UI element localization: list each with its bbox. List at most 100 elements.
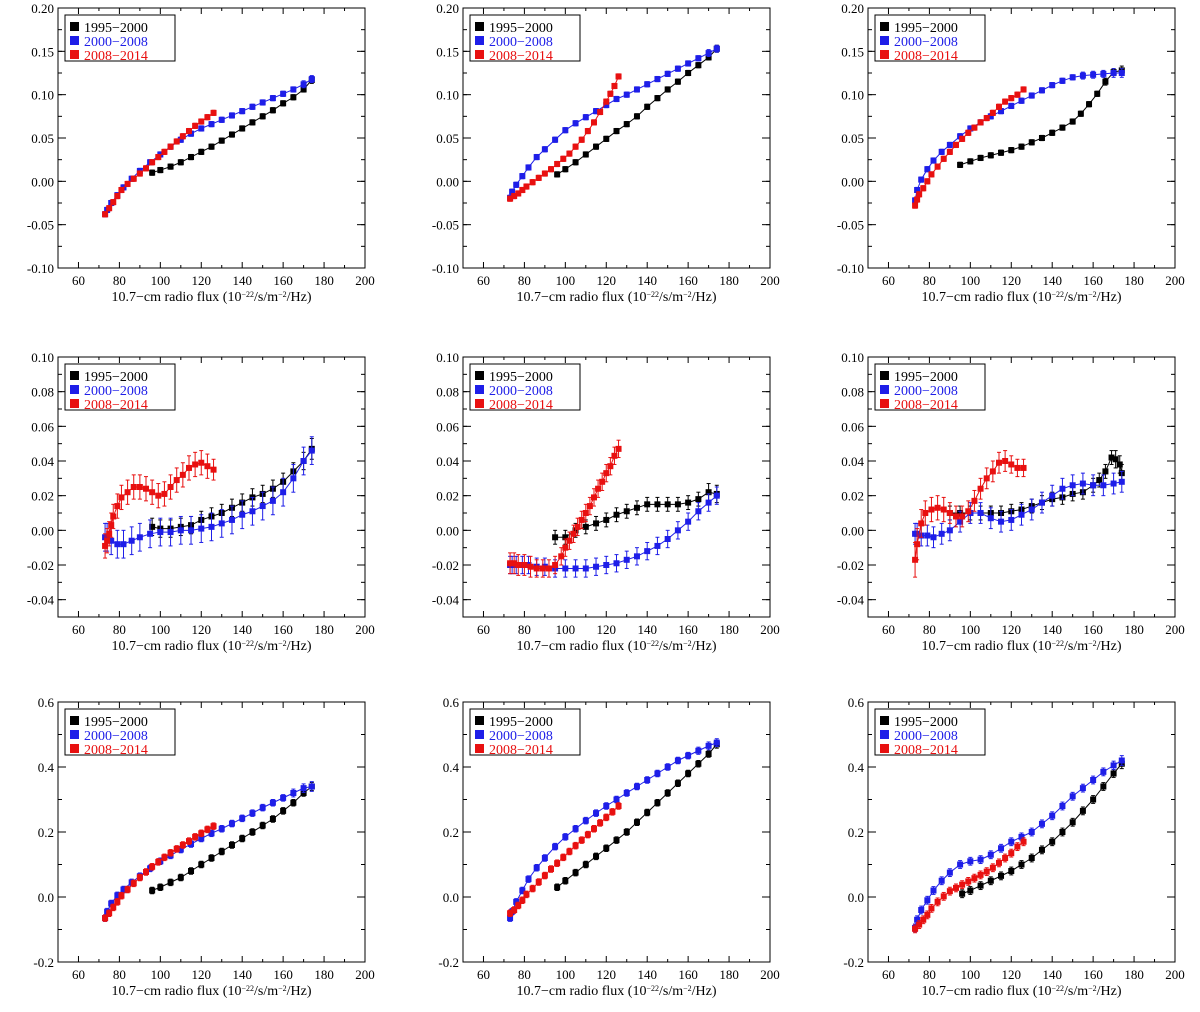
data-point	[1002, 855, 1009, 861]
x-axis-label-part: /Hz)	[287, 984, 312, 999]
x-axis-label-exponent: −22	[241, 984, 254, 993]
data-point	[607, 90, 614, 97]
data-point	[987, 877, 994, 884]
data-point	[914, 916, 921, 923]
legend-label: 2000−2008	[489, 729, 553, 744]
series-line	[556, 743, 718, 888]
x-axis-label-part: /s/m	[1064, 290, 1088, 305]
data-point	[204, 114, 211, 121]
data-point	[120, 886, 127, 893]
x-axis-label-exponent: −22	[1051, 639, 1064, 648]
data-point	[249, 829, 256, 835]
legend-swatch	[475, 744, 484, 753]
y-tick-label: -0.04	[432, 593, 460, 608]
data-point	[705, 54, 712, 61]
data-point	[290, 94, 297, 101]
data-point	[983, 115, 990, 122]
x-tick-label: 180	[719, 967, 739, 982]
data-point	[603, 98, 610, 105]
data-point	[228, 820, 235, 827]
data-point	[1069, 74, 1076, 81]
x-axis-label-exponent: −2	[1088, 984, 1097, 993]
x-tick-label: 140	[637, 622, 657, 637]
data-point	[300, 458, 307, 464]
data-point	[705, 499, 712, 506]
data-point	[552, 534, 559, 541]
data-point	[930, 534, 937, 541]
data-point	[1069, 819, 1076, 826]
x-axis-label-exponent: −22	[241, 290, 254, 299]
data-point	[1008, 461, 1015, 468]
data-point	[609, 808, 616, 815]
data-point	[541, 855, 548, 861]
data-point	[940, 155, 947, 162]
legend-box	[64, 363, 176, 411]
data-point	[1020, 464, 1027, 471]
data-point	[928, 171, 935, 178]
x-tick-label: 120	[1002, 967, 1022, 982]
data-point	[1018, 511, 1025, 518]
data-point	[562, 166, 569, 173]
data-point	[597, 109, 604, 115]
data-point	[938, 148, 945, 155]
y-tick-label: 0.08	[31, 385, 54, 400]
data-point	[239, 835, 246, 842]
data-point	[136, 484, 143, 490]
series-line	[151, 79, 313, 174]
data-point	[685, 70, 692, 76]
x-tick-label: 160	[1083, 967, 1103, 982]
data-point	[593, 810, 600, 817]
x-tick-label: 160	[273, 967, 293, 982]
data-point	[713, 492, 720, 499]
chart-panel-5: 60 80 100 120 140 160 180 200 -0.04 -0.02 0.00 0.02…	[432, 350, 780, 654]
chart-panel-8: 60 80 100 120 140 160 180 200 -0.2 0.0 0.2 0.4 0.6 10…	[438, 695, 779, 999]
x-tick-label: 100	[556, 273, 576, 288]
x-tick-label: 140	[232, 622, 252, 637]
data-point	[1110, 770, 1117, 777]
data-point	[1079, 785, 1086, 792]
data-point	[519, 897, 526, 904]
data-point	[511, 907, 518, 913]
data-point	[593, 143, 600, 150]
data-point	[1079, 807, 1086, 814]
legend-swatch	[880, 22, 889, 31]
data-point	[192, 833, 199, 840]
data-point	[1008, 868, 1015, 874]
data-point	[562, 534, 569, 541]
data-point	[995, 103, 1002, 110]
data-point	[179, 471, 186, 478]
data-point	[249, 103, 256, 110]
data-point	[957, 518, 964, 525]
series-2	[102, 75, 315, 218]
data-point	[916, 921, 923, 928]
x-axis-label-exponent: −2	[683, 290, 692, 299]
data-point	[685, 60, 692, 67]
legend-label: 1995−2000	[84, 715, 148, 730]
data-point	[188, 154, 195, 161]
data-point	[1018, 861, 1025, 868]
data-point	[590, 825, 597, 832]
x-tick-label: 140	[232, 967, 252, 982]
legend-swatch	[880, 399, 889, 408]
data-point	[971, 497, 978, 504]
data-point	[674, 501, 681, 508]
data-point	[1008, 850, 1015, 857]
x-axis-label-exponent: −2	[278, 639, 287, 648]
data-point	[104, 537, 111, 544]
data-point	[1090, 482, 1097, 489]
data-point	[695, 760, 702, 767]
series-3	[507, 802, 622, 917]
data-point	[1100, 482, 1107, 489]
data-point	[1014, 464, 1021, 471]
y-tick-label: 0.04	[31, 454, 54, 469]
data-point	[147, 530, 154, 537]
chart-panel-7: 60 80 100 120 140 160 180 200 -0.2 0.0 0.2 0.4 0.6 10…	[33, 695, 374, 999]
legend-label: 2000−2008	[84, 35, 148, 50]
data-point	[1090, 796, 1097, 803]
data-point	[529, 885, 536, 892]
y-tick-label: 0.04	[841, 454, 864, 469]
data-point	[1049, 838, 1056, 845]
data-point	[623, 91, 630, 98]
data-point	[633, 553, 640, 560]
